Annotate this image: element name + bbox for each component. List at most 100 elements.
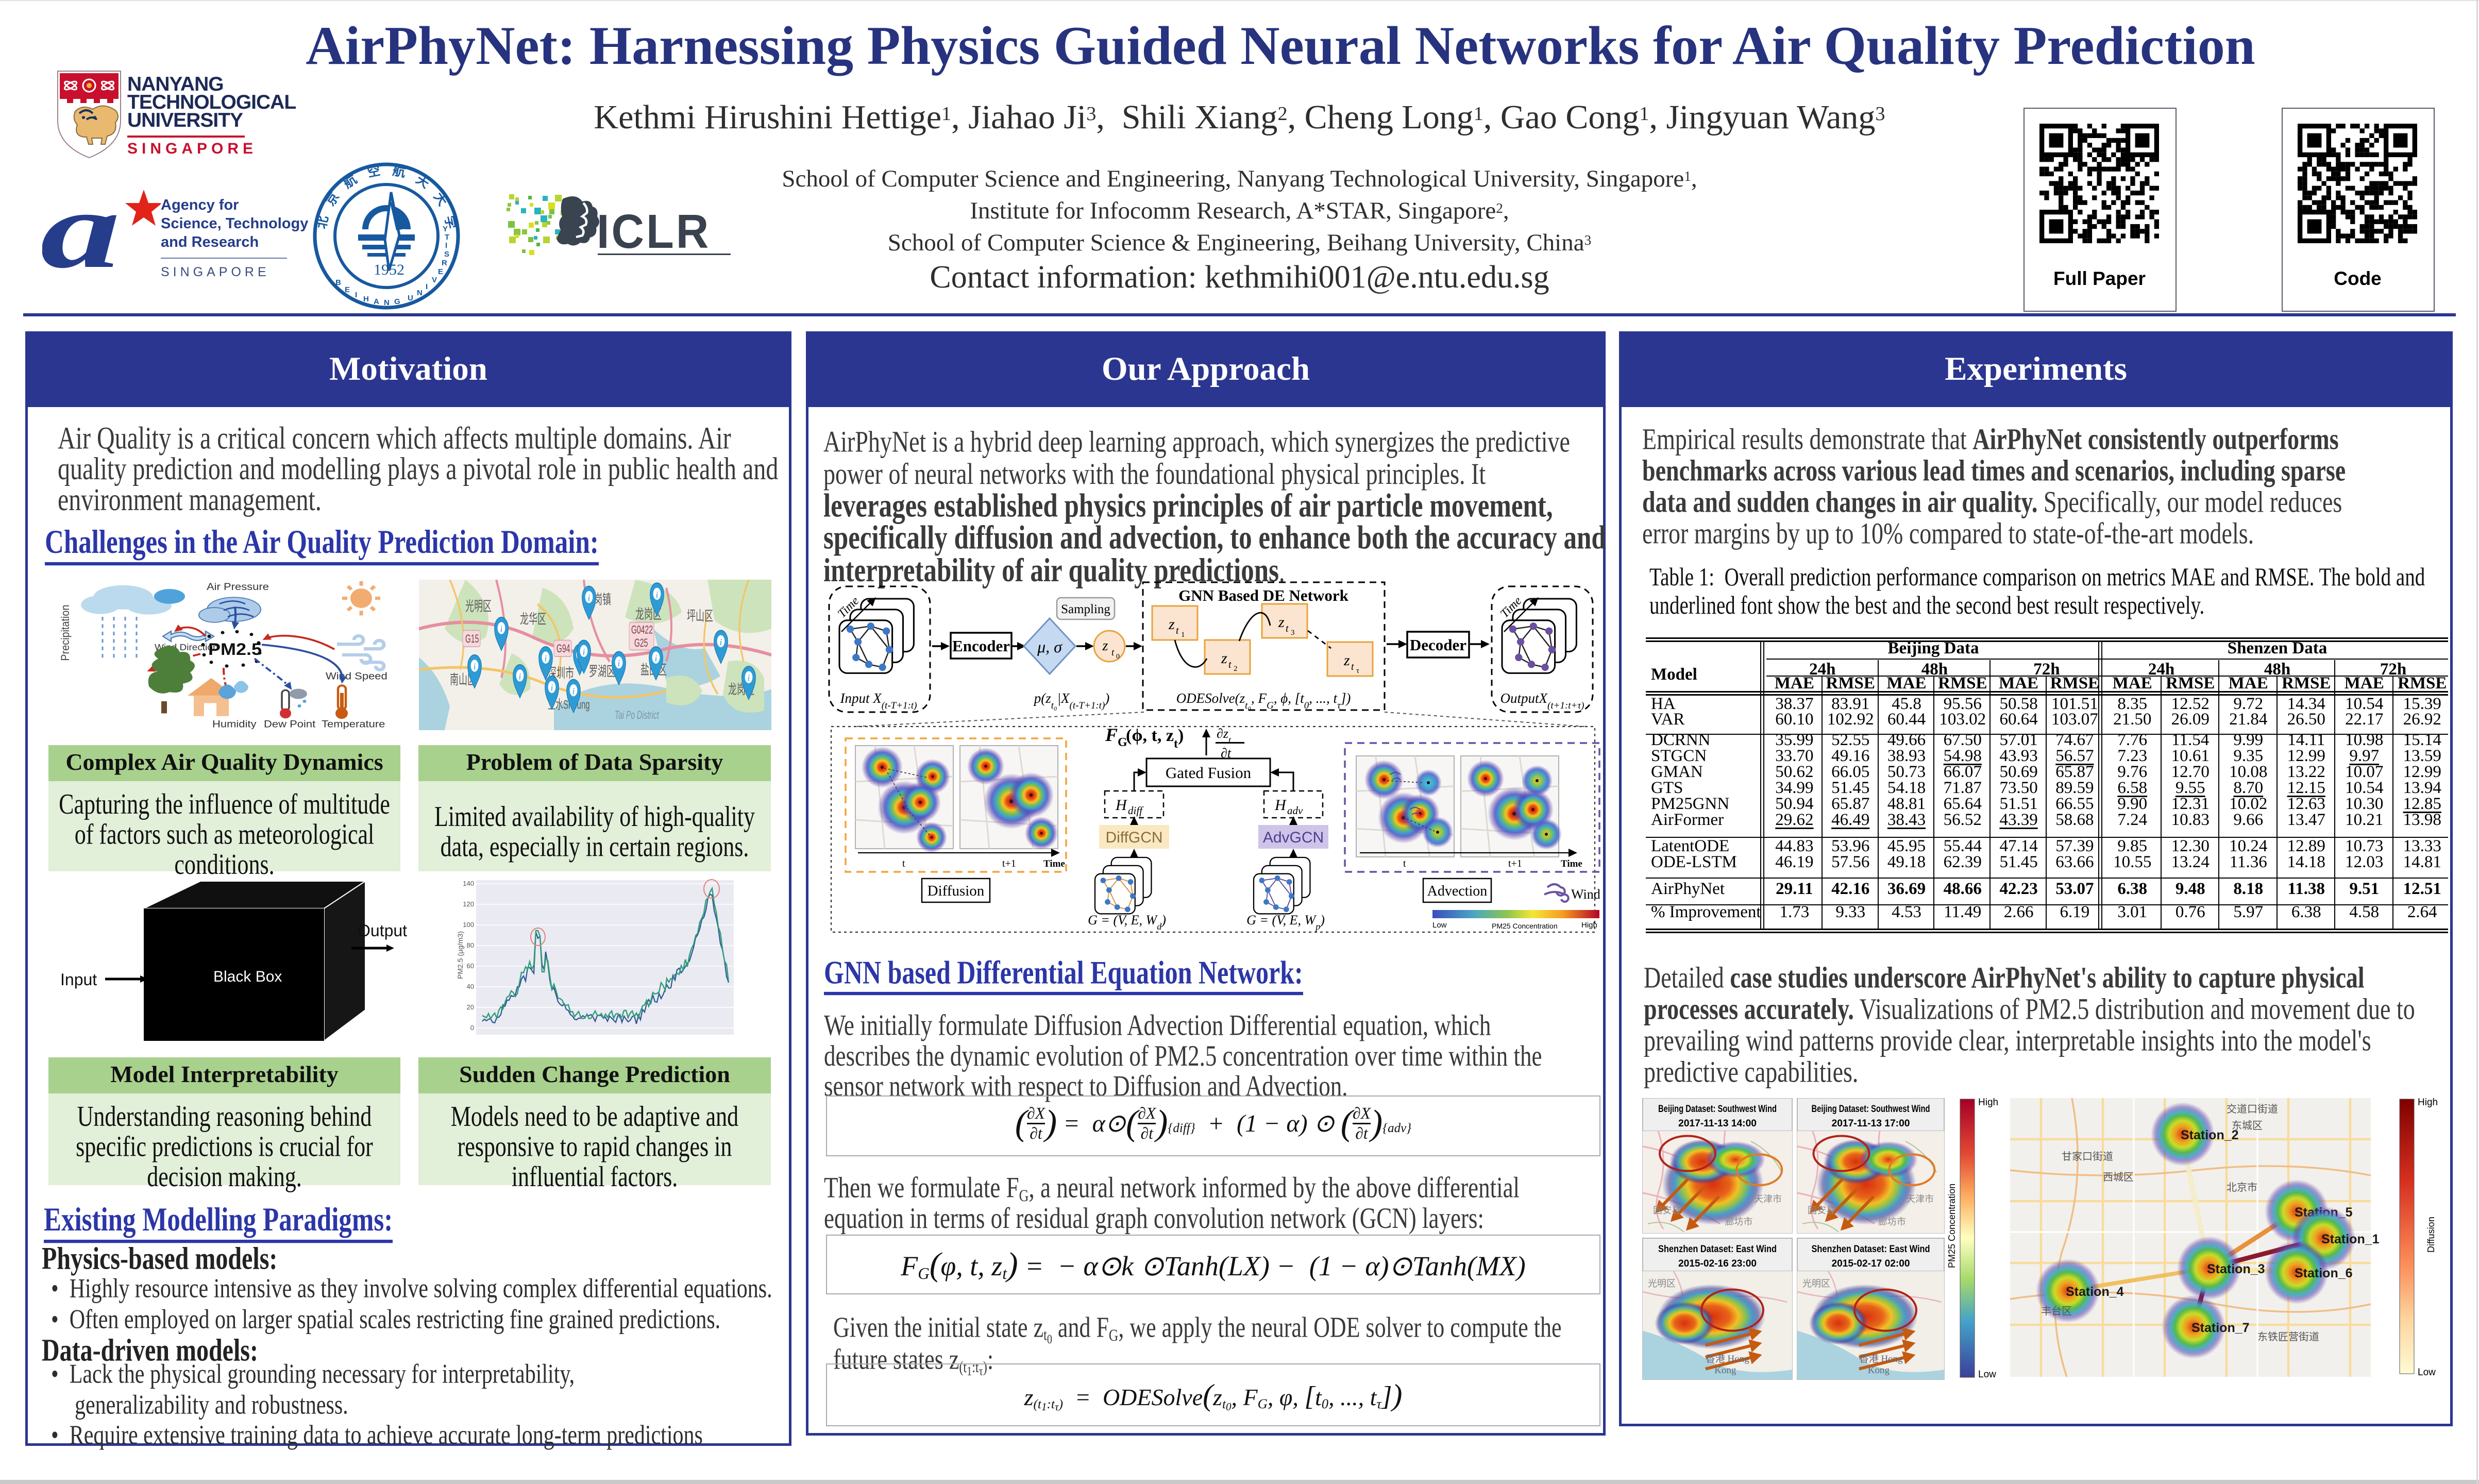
svg-text:2017-11-13 14:00: 2017-11-13 14:00 [1678, 1118, 1757, 1129]
svg-text:E: E [345, 285, 350, 294]
svg-text:t+1: t+1 [1002, 858, 1016, 869]
svg-text:固安县: 固安县 [1808, 1205, 1835, 1216]
svg-text:t+1: t+1 [1508, 858, 1522, 869]
svg-text:N: N [384, 298, 390, 307]
svg-text:B: B [335, 278, 341, 287]
svg-text:t: t [1176, 625, 1179, 636]
svg-text:Output: Output [358, 921, 407, 940]
svg-text:H: H [1274, 797, 1287, 814]
svg-text:Station_1: Station_1 [2321, 1232, 2380, 1246]
svg-text:0: 0 [1116, 653, 1120, 661]
svg-text:GNN Based DE Network: GNN Based DE Network [1178, 586, 1349, 604]
svg-text:Low: Low [2418, 1367, 2436, 1378]
svg-text:Beijing Dataset: Southwest Win: Beijing Dataset: Southwest Wind [1812, 1104, 1930, 1115]
svg-text:t: t [1286, 623, 1289, 634]
svg-text:坪山区: 坪山区 [687, 608, 713, 623]
svg-text:Wind: Wind [1571, 887, 1600, 902]
svg-text:Shenzhen Dataset: East Wind: Shenzhen Dataset: East Wind [1812, 1244, 1930, 1255]
svg-text:G0422: G0422 [631, 623, 653, 636]
svg-text:Low: Low [1978, 1369, 1996, 1380]
svg-text:学: 学 [442, 214, 460, 230]
svg-text:0: 0 [470, 1024, 474, 1032]
svg-text:2015-02-16 23:00: 2015-02-16 23:00 [1678, 1258, 1757, 1269]
svg-text:40: 40 [467, 983, 474, 990]
svg-text:光明区: 光明区 [1648, 1278, 1676, 1289]
svg-text:Air Pressure: Air Pressure [207, 581, 269, 593]
svg-text:北京市: 北京市 [2227, 1182, 2257, 1193]
svg-text:G: G [1118, 736, 1127, 749]
svg-text:t: t [902, 858, 905, 869]
svg-text:τ: τ [1356, 667, 1359, 675]
svg-text:High: High [1581, 921, 1597, 930]
svg-text:Y: Y [443, 225, 448, 233]
svg-text:PM25 Concentration: PM25 Concentration [1492, 922, 1558, 930]
svg-text:i: i [583, 647, 584, 657]
svg-text:G15: G15 [465, 632, 479, 645]
svg-text:Input X(t-T+1:t): Input X(t-T+1:t) [839, 690, 917, 711]
svg-text:E: E [438, 267, 443, 276]
svg-text:20: 20 [467, 1003, 474, 1011]
svg-text:adv: adv [1287, 804, 1303, 817]
svg-text:S: S [444, 250, 449, 259]
svg-text:光明区: 光明区 [1802, 1278, 1830, 1289]
svg-text:天津市: 天津市 [1906, 1194, 1934, 1204]
svg-text:z: z [1278, 614, 1285, 631]
svg-text:Station_7: Station_7 [2191, 1321, 2250, 1335]
svg-text:μ, σ: μ, σ [1037, 637, 1063, 656]
svg-text:i: i [551, 683, 552, 693]
svg-text:甘家口街道: 甘家口街道 [2062, 1151, 2113, 1162]
svg-text:N: N [417, 289, 423, 297]
svg-text:I: I [426, 282, 428, 291]
svg-text:PM2.5 (µg/m3): PM2.5 (µg/m3) [456, 931, 464, 979]
svg-text:60: 60 [467, 962, 474, 970]
svg-text:Station_6: Station_6 [2295, 1266, 2353, 1280]
svg-text:i: i [519, 672, 520, 682]
svg-text:T: T [445, 233, 449, 242]
svg-text:Time: Time [1043, 858, 1065, 869]
svg-text:i: i [572, 687, 574, 697]
svg-text:i: i [545, 654, 546, 664]
svg-text:空: 空 [366, 163, 381, 180]
svg-text:H: H [1115, 797, 1128, 814]
svg-text:G = (V, E, Wd): G = (V, E, Wd) [1088, 913, 1166, 932]
svg-text:Kong: Kong [1714, 1365, 1736, 1376]
svg-text:140: 140 [463, 880, 474, 887]
svg-text:∂t: ∂t [1221, 746, 1232, 761]
svg-text:G = (V, E, Wp): G = (V, E, Wp) [1246, 913, 1325, 932]
svg-text:1952: 1952 [374, 261, 404, 278]
svg-text:航: 航 [392, 163, 407, 180]
svg-text:i: i [656, 590, 657, 600]
svg-text:Dew Point: Dew Point [264, 718, 315, 729]
svg-text:廊坊市: 廊坊市 [1725, 1217, 1753, 1227]
svg-text:Decoder: Decoder [1410, 636, 1466, 654]
svg-text:Diffusion: Diffusion [2426, 1217, 2436, 1253]
svg-text:i: i [720, 637, 721, 647]
svg-text:120: 120 [463, 900, 474, 908]
svg-text:i: i [655, 654, 656, 664]
svg-text:PM2.5: PM2.5 [208, 640, 262, 659]
svg-text:Diffusion: Diffusion [927, 883, 985, 899]
svg-text:Kong: Kong [1868, 1365, 1890, 1376]
svg-text:2: 2 [1234, 665, 1238, 673]
svg-text:交道口街道: 交道口街道 [2227, 1103, 2278, 1115]
svg-text:z: z [1343, 652, 1350, 669]
svg-text:A: A [374, 297, 379, 306]
svg-text:Advection: Advection [1427, 883, 1488, 899]
svg-text:t: t [1111, 647, 1115, 658]
svg-text:Black Box: Black Box [213, 968, 282, 985]
svg-text:Sampling: Sampling [1061, 602, 1110, 616]
svg-text:Temperature: Temperature [322, 718, 385, 729]
svg-text:天津市: 天津市 [1754, 1194, 1782, 1204]
svg-text:Humidity: Humidity [212, 718, 257, 729]
svg-text:t: t [1228, 659, 1232, 670]
svg-text:1: 1 [1181, 631, 1185, 639]
svg-text:罗湖区: 罗湖区 [589, 664, 615, 679]
svg-text:U: U [408, 294, 413, 302]
svg-text:Input: Input [60, 970, 97, 989]
svg-text:Precipitation: Precipitation [59, 605, 72, 661]
svg-text:I: I [355, 291, 357, 299]
svg-text:AdvGCN: AdvGCN [1263, 829, 1324, 846]
svg-text:Station_2: Station_2 [2181, 1128, 2239, 1142]
svg-text:Encoder: Encoder [952, 637, 1010, 655]
svg-text:diff: diff [1128, 804, 1144, 817]
